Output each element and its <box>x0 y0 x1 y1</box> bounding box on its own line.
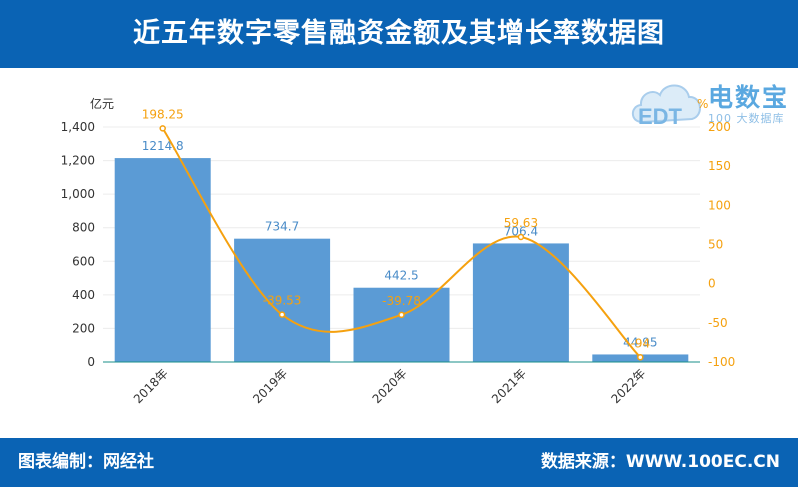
y-right-tick-label: -100 <box>708 355 735 369</box>
footer-bar: 图表编制：网经社 数据来源：WWW.100EC.CN <box>0 438 798 487</box>
y-left-tick-label: 600 <box>72 254 95 268</box>
line-value-label: 198.25 <box>142 107 184 121</box>
cloud-logo-icon: EDT <box>631 84 701 129</box>
x-tick-label: 2022年 <box>608 366 648 406</box>
y-left-tick-label: 1,000 <box>61 187 95 201</box>
line-value-label: -39.53 <box>263 294 302 308</box>
y-right-tick-label: 150 <box>708 159 731 173</box>
line-point <box>637 354 644 361</box>
page-title: 近五年数字零售融资金额及其增长率数据图 <box>133 18 665 49</box>
logo-mark: EDT <box>638 104 683 129</box>
bar-value-label: 442.5 <box>384 269 418 283</box>
y-left-tick-label: 800 <box>72 221 95 235</box>
brand-logo: EDT 电数宝 100 大数据库 <box>628 72 793 134</box>
x-tick-label: 2019年 <box>250 366 290 406</box>
x-tick-label: 2021年 <box>489 366 529 406</box>
bar-value-label: 734.7 <box>265 220 299 234</box>
line-point <box>517 233 525 241</box>
y-right-tick-label: -50 <box>708 316 728 330</box>
y-right-unit: % <box>697 97 708 111</box>
bar <box>114 158 211 362</box>
line-value-label: -39.78 <box>382 294 421 308</box>
line-point <box>159 125 166 132</box>
footer-credit: 图表编制：网经社 <box>18 452 154 472</box>
bar <box>234 238 331 362</box>
line-value-label: -94 <box>630 336 650 350</box>
line-point <box>398 311 405 319</box>
y-left-tick-label: 1,400 <box>61 120 95 134</box>
line-value-label: 59.63 <box>504 216 538 230</box>
footer-source: 数据来源：WWW.100EC.CN <box>540 452 780 472</box>
x-tick-label: 2018年 <box>131 366 171 406</box>
x-tick-label: 2020年 <box>370 366 410 406</box>
y-left-tick-label: 200 <box>72 321 95 335</box>
bar-value-label: 1214.8 <box>142 139 184 153</box>
y-right-tick-label: 200 <box>708 120 731 134</box>
y-right-tick-label: 0 <box>708 277 716 291</box>
bar-value-label: 706.4 <box>504 224 538 238</box>
y-right-tick-label: 50 <box>708 238 723 252</box>
logo-text: 电数宝 <box>708 83 790 112</box>
y-left-tick-label: 1,200 <box>61 154 95 168</box>
line-point <box>278 311 286 318</box>
line-series: 198.25 -39.53 -39.78 59.63 -94 <box>142 107 650 361</box>
logo-subtext: 100 大数据库 <box>708 112 785 125</box>
y-left-unit: 亿元 <box>90 96 114 111</box>
y-left-tick-label: 0 <box>87 355 95 369</box>
y-right-tick-label: 100 <box>708 198 731 212</box>
y-left-tick-label: 400 <box>72 288 95 302</box>
header-bar: 近五年数字零售融资金额及其增长率数据图 <box>0 0 798 68</box>
bar <box>472 243 569 362</box>
